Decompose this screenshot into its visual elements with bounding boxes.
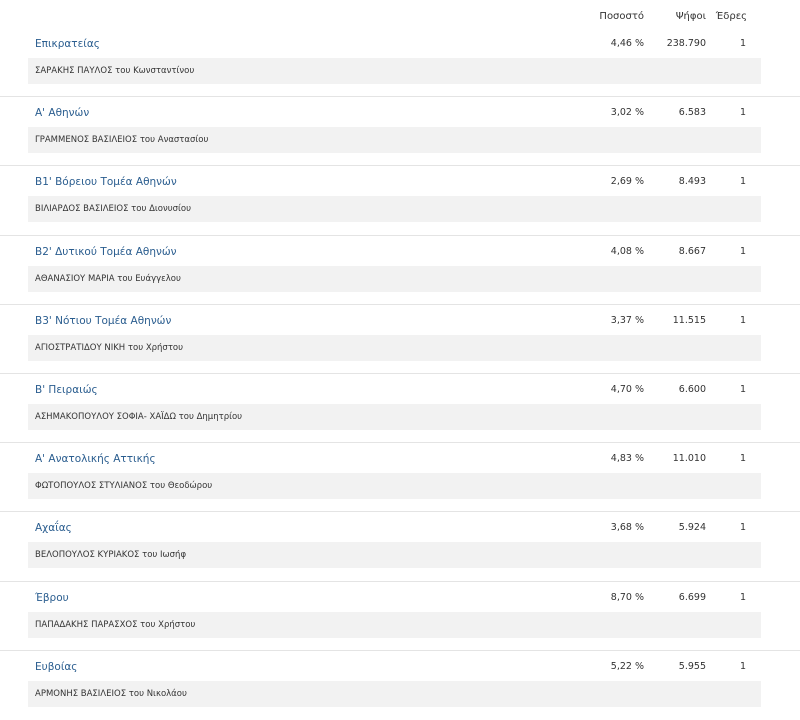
percent-value: 4,08 % [610, 245, 644, 257]
votes-value: 238.790 [666, 38, 706, 49]
candidate-bar: ΑΡΜΟΝΗΣ ΒΑΣΙΛΕΙΟΣ του Νικολάου [28, 680, 761, 707]
seats-value: 1 [739, 38, 746, 49]
district-link[interactable]: Β3' Νότιου Τομέα Αθηνών [35, 314, 172, 327]
votes-value: 8.493 [678, 176, 706, 188]
candidate-name: ΓΡΑΜΜΕΝΟΣ ΒΑΣΙΛΕΙΟΣ του Αναστασίου [35, 135, 209, 146]
candidate-name: ΒΙΛΙΑΡΔΟΣ ΒΑΣΙΛΕΙΟΣ του Διονυσίου [35, 204, 192, 215]
table-row: Α' Ανατολικής Αττικής 4,83 % 11.010 1 ΦΩ… [0, 443, 800, 513]
votes-value: 6.600 [678, 383, 706, 395]
percent-value: 8,70 % [610, 591, 644, 603]
votes-value: 5.924 [678, 522, 706, 534]
votes-column-header: Ψήφοι [675, 11, 706, 22]
seats-value: 1 [739, 660, 746, 672]
table-row: Αχαΐας 3,68 % 5.924 1 ΒΕΛΟΠΟΥΛΟΣ ΚΥΡΙΑΚΟ… [0, 512, 800, 582]
percent-value: 3,37 % [610, 314, 644, 326]
seats-value: 1 [739, 383, 746, 395]
table-row: Β' Πειραιώς 4,70 % 6.600 1 ΑΣΗΜΑΚΟΠΟΥΛΟΥ… [0, 374, 800, 444]
percent-value: 4,83 % [610, 453, 644, 465]
seats-value: 1 [739, 591, 746, 603]
district-link[interactable]: Α' Ανατολικής Αττικής [35, 453, 156, 466]
percent-value: 2,69 % [610, 176, 644, 188]
candidate-name: ΑΓΙΟΣΤΡΑΤΙΔΟΥ ΝΙΚΗ του Χρήστου [35, 342, 184, 353]
district-link[interactable]: Β1' Βόρειου Τομέα Αθηνών [35, 176, 177, 189]
candidate-name: ΑΡΜΟΝΗΣ ΒΑΣΙΛΕΙΟΣ του Νικολάου [35, 688, 187, 699]
district-link[interactable]: Α' Αθηνών [35, 107, 90, 120]
table-row: Β1' Βόρειου Τομέα Αθηνών 2,69 % 8.493 1 … [0, 166, 800, 236]
candidate-bar: ΠΑΠΑΔΑΚΗΣ ΠΑΡΑΣΧΟΣ του Χρήστου [28, 611, 761, 638]
table-row: Ευβοίας 5,22 % 5.955 1 ΑΡΜΟΝΗΣ ΒΑΣΙΛΕΙΟΣ… [0, 651, 800, 720]
seats-value: 1 [739, 314, 746, 326]
candidate-name: ΠΑΠΑΔΑΚΗΣ ΠΑΡΑΣΧΟΣ του Χρήστου [35, 619, 196, 630]
district-link[interactable]: Αχαΐας [35, 522, 72, 535]
candidate-bar: ΣΑΡΑΚΗΣ ΠΑΥΛΟΣ του Κωνσταντίνου [28, 58, 761, 84]
candidate-bar: ΑΓΙΟΣΤΡΑΤΙΔΟΥ ΝΙΚΗ του Χρήστου [28, 334, 761, 361]
candidate-name: ΣΑΡΑΚΗΣ ΠΑΥΛΟΣ του Κωνσταντίνου [35, 66, 195, 76]
percent-value: 3,02 % [610, 107, 644, 119]
candidate-name: ΑΣΗΜΑΚΟΠΟΥΛΟΥ ΣΟΦΙΑ- ΧΑΪΔΩ του Δημητρίου [35, 411, 243, 422]
district-link[interactable]: Επικρατείας [35, 38, 100, 50]
votes-value: 8.667 [678, 245, 706, 257]
candidate-bar: ΒΙΛΙΑΡΔΟΣ ΒΑΣΙΛΕΙΟΣ του Διονυσίου [28, 196, 761, 223]
candidate-bar: ΒΕΛΟΠΟΥΛΟΣ ΚΥΡΙΑΚΟΣ του Ιωσήφ [28, 542, 761, 569]
percent-value: 4,46 % [610, 38, 644, 49]
results-table-header: Ποσοστό Ψήφοι Έδρες [0, 0, 800, 28]
votes-value: 11.515 [672, 314, 706, 326]
seats-column-header: Έδρες [715, 11, 747, 22]
percent-value: 5,22 % [610, 660, 644, 672]
table-row: Επικρατείας 4,46 % 238.790 1 ΣΑΡΑΚΗΣ ΠΑΥ… [0, 28, 800, 98]
district-link[interactable]: Β' Πειραιώς [35, 383, 98, 396]
seats-value: 1 [739, 107, 746, 119]
table-row: Β3' Νότιου Τομέα Αθηνών 3,37 % 11.515 1 … [0, 305, 800, 374]
table-row: Έβρου 8,70 % 6.699 1 ΠΑΠΑΔΑΚΗΣ ΠΑΡΑΣΧΟΣ … [0, 582, 800, 651]
seats-value: 1 [739, 522, 746, 534]
votes-value: 11.010 [672, 453, 706, 465]
table-row: Β2' Δυτικού Τομέα Αθηνών 4,08 % 8.667 1 … [0, 236, 800, 305]
table-row: Α' Αθηνών 3,02 % 6.583 1 ΓΡΑΜΜΕΝΟΣ ΒΑΣΙΛ… [0, 97, 800, 167]
votes-value: 6.583 [678, 107, 706, 119]
seats-value: 1 [739, 453, 746, 465]
candidate-name: ΑΘΑΝΑΣΙΟΥ ΜΑΡΙΑ του Ευάγγελου [35, 273, 181, 284]
seats-value: 1 [739, 245, 746, 257]
district-link[interactable]: Ευβοίας [35, 660, 78, 673]
district-link[interactable]: Β2' Δυτικού Τομέα Αθηνών [35, 245, 177, 258]
percent-value: 4,70 % [610, 383, 644, 395]
votes-value: 5.955 [678, 660, 706, 672]
votes-value: 6.699 [678, 591, 706, 603]
candidate-bar: ΑΣΗΜΑΚΟΠΟΥΛΟΥ ΣΟΦΙΑ- ΧΑΪΔΩ του Δημητρίου [28, 403, 761, 430]
percent-value: 3,68 % [610, 522, 644, 534]
results-table: Επικρατείας 4,46 % 238.790 1 ΣΑΡΑΚΗΣ ΠΑΥ… [0, 28, 800, 720]
candidate-bar: ΓΡΑΜΜΕΝΟΣ ΒΑΣΙΛΕΙΟΣ του Αναστασίου [28, 127, 761, 154]
candidate-name: ΦΩΤΟΠΟΥΛΟΣ ΣΤΥΛΙΑΝΟΣ του Θεοδώρου [35, 481, 213, 492]
percent-column-header: Ποσοστό [599, 11, 644, 22]
candidate-name: ΒΕΛΟΠΟΥΛΟΣ ΚΥΡΙΑΚΟΣ του Ιωσήφ [35, 550, 187, 561]
seats-value: 1 [739, 176, 746, 188]
candidate-bar: ΑΘΑΝΑΣΙΟΥ ΜΑΡΙΑ του Ευάγγελου [28, 265, 761, 292]
candidate-bar: ΦΩΤΟΠΟΥΛΟΣ ΣΤΥΛΙΑΝΟΣ του Θεοδώρου [28, 473, 761, 500]
district-link[interactable]: Έβρου [35, 591, 69, 604]
